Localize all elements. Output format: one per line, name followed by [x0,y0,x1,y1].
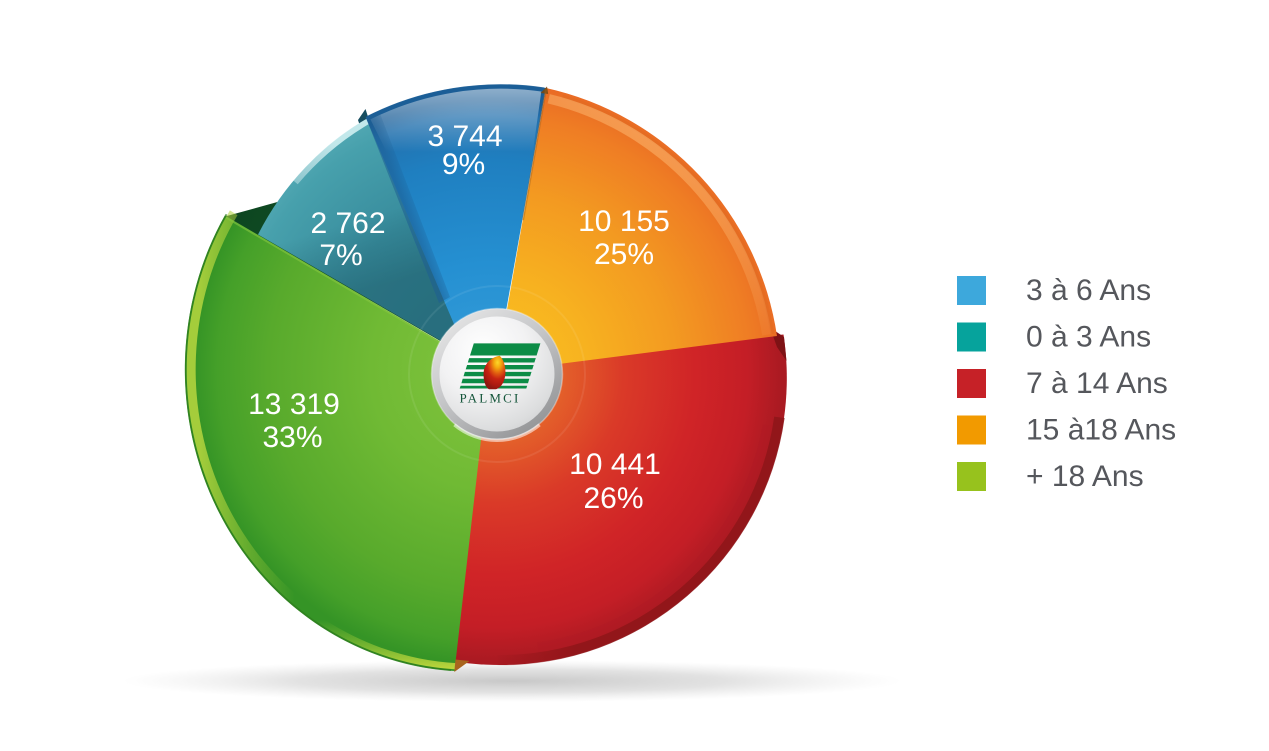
svg-text:10 155: 10 155 [578,205,670,238]
svg-text:26%: 26% [583,482,643,515]
svg-text:0 à 3 Ans: 0 à 3 Ans [1026,321,1151,354]
svg-text:25%: 25% [594,238,654,271]
svg-text:3 à 6 Ans: 3 à 6 Ans [1026,274,1151,307]
svg-text:PALMCI: PALMCI [459,391,520,406]
svg-text:7 à 14 Ans: 7 à 14 Ans [1026,367,1168,400]
svg-text:2 762: 2 762 [310,207,385,240]
svg-text:+ 18 Ans: + 18 Ans [1026,460,1144,493]
svg-text:9%: 9% [442,148,485,181]
svg-text:10 441: 10 441 [569,448,661,481]
svg-text:7%: 7% [319,239,362,272]
svg-text:15 à18 Ans: 15 à18 Ans [1026,414,1176,447]
svg-text:33%: 33% [262,421,322,454]
svg-text:3 744: 3 744 [427,120,502,153]
svg-text:13 319: 13 319 [248,388,340,421]
